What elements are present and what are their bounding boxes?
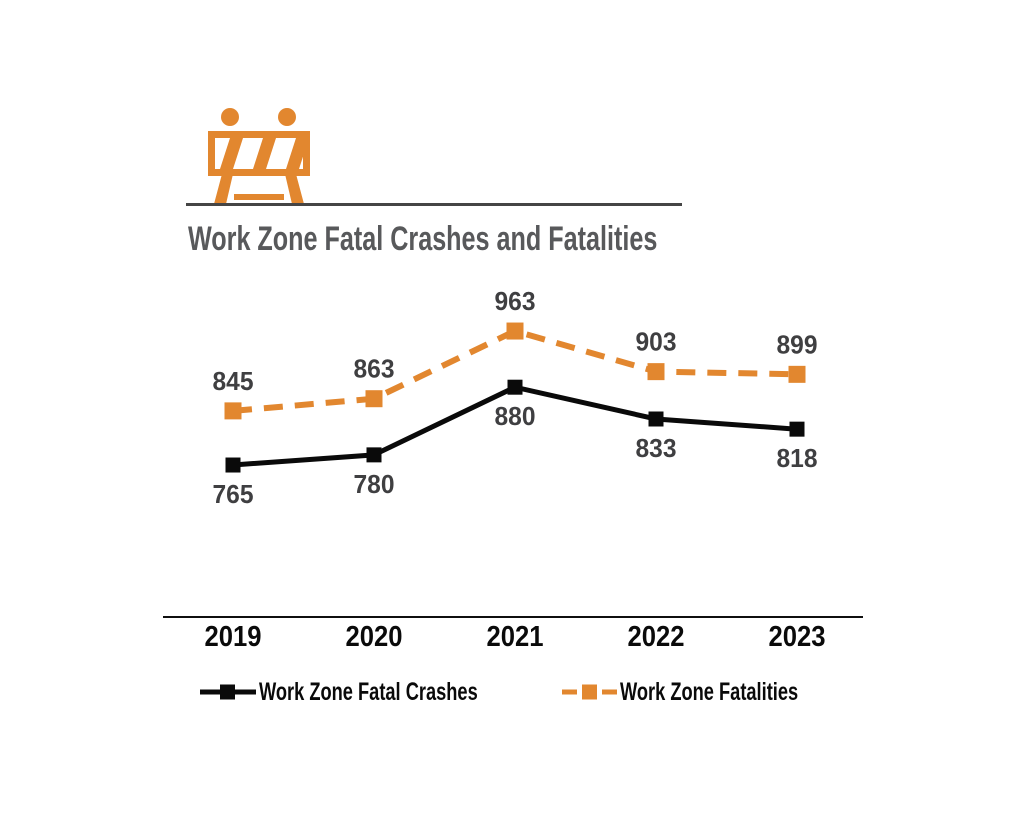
legend-dash-left	[562, 689, 577, 695]
data-point-marker	[789, 421, 805, 437]
data-point-marker	[224, 402, 242, 420]
legend-square-marker	[220, 684, 235, 700]
legend-marker-solid-line	[200, 684, 256, 700]
data-point-marker	[506, 322, 524, 340]
barricade-right-leg	[285, 174, 304, 204]
legend-marker-dashed-line	[562, 684, 617, 700]
x-tick-label: 2020	[346, 621, 403, 653]
data-label: 899	[777, 329, 818, 359]
x-tick-label: 2022	[628, 621, 685, 653]
header-divider	[186, 203, 682, 206]
legend-label-fatalities: Work Zone Fatalities	[620, 677, 799, 706]
barricade-right-knob	[278, 108, 296, 126]
x-tick-label: 2019	[205, 621, 262, 653]
data-label: 780	[354, 469, 395, 499]
x-tick-label: 2021	[487, 621, 544, 653]
chart-title: Work Zone Fatal Crashes and Fatalities	[188, 220, 658, 258]
data-label: 903	[636, 327, 677, 357]
barricade-left-leg	[214, 174, 233, 204]
data-label: 963	[495, 286, 536, 316]
data-label: 765	[213, 479, 254, 509]
data-label: 818	[777, 443, 818, 473]
barricade-crossbar	[234, 194, 284, 200]
legend-label-crashes: Work Zone Fatal Crashes	[259, 677, 478, 706]
data-point-marker	[366, 447, 382, 463]
series-line-fatalities	[232, 327, 798, 414]
data-point-marker	[365, 390, 383, 408]
data-label: 880	[495, 401, 536, 431]
data-point-marker	[225, 457, 241, 473]
data-label: 845	[213, 366, 254, 396]
legend-item-crashes: Work Zone Fatal Crashes	[200, 678, 559, 706]
barricade-stripes	[220, 138, 303, 169]
barricade-left-knob	[221, 108, 239, 126]
x-tick-label: 2023	[769, 621, 826, 653]
data-label: 863	[354, 354, 395, 384]
data-point-marker	[648, 411, 664, 427]
data-point-marker	[647, 363, 665, 381]
legend-item-fatalities: Work Zone Fatalities	[562, 678, 864, 706]
legend-square-marker	[582, 684, 597, 700]
data-point-marker	[788, 365, 806, 383]
construction-barricade-icon	[208, 108, 310, 204]
legend-dash-right	[602, 689, 617, 695]
data-label: 833	[636, 433, 677, 463]
data-point-marker	[507, 379, 523, 395]
